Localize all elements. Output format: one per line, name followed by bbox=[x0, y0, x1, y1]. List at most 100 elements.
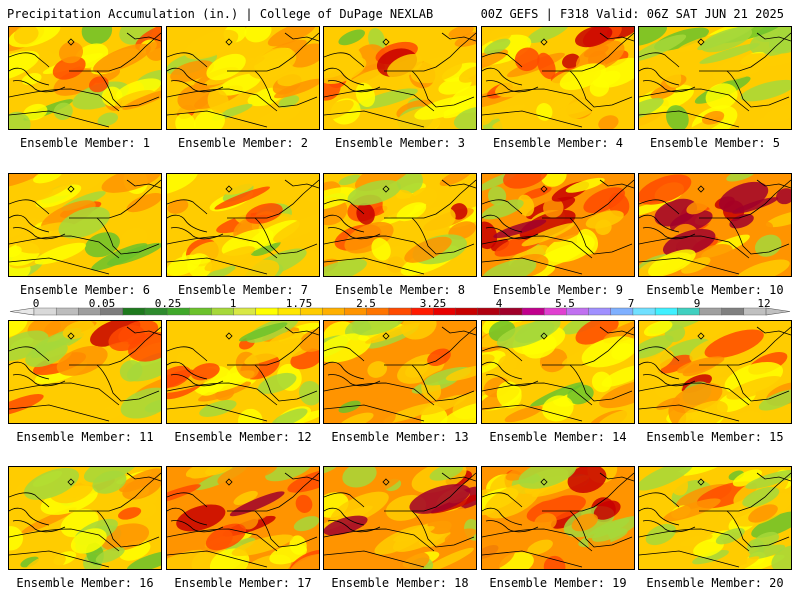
location-marker bbox=[382, 478, 390, 486]
geographic-boundary bbox=[639, 382, 750, 406]
geographic-boundary bbox=[69, 472, 161, 512]
precip-contour bbox=[287, 468, 319, 493]
ensemble-map-panel bbox=[8, 320, 162, 424]
precip-contour bbox=[238, 322, 288, 342]
precip-contour bbox=[699, 43, 760, 64]
ensemble-member-label: Ensemble Member: 7 bbox=[177, 283, 309, 297]
precip-contour bbox=[454, 30, 476, 47]
colorbar-cell bbox=[588, 307, 612, 316]
geographic-boundary bbox=[639, 199, 680, 215]
precip-contour bbox=[504, 405, 543, 423]
geographic-boundary bbox=[324, 257, 425, 275]
geographic-boundary bbox=[482, 257, 583, 275]
ensemble-map-panel bbox=[8, 173, 162, 277]
precip-contour bbox=[257, 107, 300, 126]
precip-map bbox=[324, 321, 476, 423]
precip-contour bbox=[126, 551, 161, 569]
precip-contour bbox=[549, 555, 608, 569]
precip-contour bbox=[273, 78, 319, 99]
geographic-boundary bbox=[167, 361, 208, 380]
precip-contour bbox=[576, 251, 631, 274]
geographic-boundary bbox=[726, 510, 790, 548]
precip-map bbox=[167, 174, 319, 276]
precip-contour bbox=[445, 365, 476, 381]
geographic-boundary bbox=[639, 361, 680, 380]
geographic-boundary bbox=[726, 217, 790, 255]
ensemble-member-label: Ensemble Member: 17 bbox=[174, 576, 312, 590]
geographic-boundary bbox=[12, 374, 66, 387]
geographic-boundary bbox=[642, 227, 696, 240]
precip-contour bbox=[585, 210, 624, 229]
ensemble-member-label: Ensemble Member: 6 bbox=[19, 283, 151, 297]
precip-contour bbox=[358, 471, 403, 496]
geographic-boundary bbox=[69, 32, 161, 72]
geographic-boundary bbox=[324, 67, 365, 86]
precip-contour bbox=[755, 27, 791, 43]
precip-map bbox=[482, 27, 634, 129]
precip-contour bbox=[519, 210, 576, 240]
geographic-boundary bbox=[599, 326, 634, 336]
geographic-boundary bbox=[12, 227, 66, 240]
geographic-boundary bbox=[482, 382, 593, 406]
location-marker bbox=[67, 478, 75, 486]
ensemble-map-panel bbox=[638, 466, 792, 570]
precip-contour bbox=[748, 544, 786, 560]
precip-contour bbox=[167, 254, 202, 276]
precip-contour bbox=[681, 257, 711, 274]
colorbar-cell bbox=[388, 307, 412, 316]
precip-contour bbox=[233, 490, 258, 505]
geographic-boundary bbox=[482, 404, 583, 422]
ensemble-map-panel bbox=[481, 26, 635, 130]
geographic-boundary bbox=[639, 492, 680, 508]
colorbar-tick-label: 7 bbox=[627, 297, 635, 310]
colorbar-cell bbox=[455, 307, 479, 316]
ensemble-map-panel bbox=[638, 26, 792, 130]
precip-contour bbox=[120, 387, 161, 419]
geographic-boundary bbox=[327, 227, 381, 240]
precip-contour bbox=[543, 197, 564, 218]
precip-contour bbox=[93, 43, 152, 74]
geographic-boundary bbox=[9, 257, 110, 275]
geographic-boundary bbox=[324, 382, 435, 406]
precip-contour bbox=[686, 200, 709, 215]
geographic-boundary bbox=[569, 217, 633, 255]
precip-contour bbox=[9, 370, 37, 388]
precip-contour bbox=[342, 467, 377, 488]
precip-contour bbox=[492, 113, 537, 129]
precip-contour bbox=[130, 495, 158, 510]
geographic-boundary bbox=[167, 88, 278, 112]
geographic-boundary bbox=[699, 472, 791, 512]
precip-contour bbox=[355, 174, 413, 192]
geographic-boundary bbox=[324, 199, 365, 215]
precip-contour bbox=[732, 197, 779, 214]
geographic-boundary bbox=[324, 52, 365, 68]
precip-contour bbox=[765, 210, 791, 228]
geographic-boundary bbox=[9, 88, 120, 112]
geographic-boundary bbox=[167, 257, 268, 275]
precip-contour bbox=[52, 56, 86, 80]
geographic-boundary bbox=[726, 364, 790, 402]
precip-contour bbox=[167, 174, 198, 196]
precip-contour bbox=[145, 40, 161, 61]
geographic-boundary bbox=[639, 67, 680, 86]
geographic-boundary bbox=[9, 52, 50, 68]
ensemble-member-label: Ensemble Member: 9 bbox=[492, 283, 624, 297]
precip-contour bbox=[194, 109, 225, 129]
geographic-boundary bbox=[639, 550, 740, 568]
precip-contour bbox=[410, 56, 463, 84]
geographic-boundary bbox=[126, 179, 161, 189]
precip-map bbox=[324, 467, 476, 569]
precip-contour bbox=[575, 27, 613, 48]
precip-contour bbox=[34, 242, 86, 265]
location-marker bbox=[67, 38, 75, 46]
precip-contour bbox=[677, 400, 728, 423]
precip-contour bbox=[9, 330, 49, 362]
precip-contour bbox=[128, 331, 161, 362]
ensemble-member-label: Ensemble Member: 8 bbox=[334, 283, 466, 297]
colorbar-tick-label: 1 bbox=[229, 297, 237, 310]
precip-contour bbox=[299, 328, 319, 352]
precip-contour bbox=[518, 467, 577, 489]
geographic-boundary bbox=[9, 67, 50, 86]
geographic-boundary bbox=[384, 179, 476, 219]
geographic-boundary bbox=[642, 80, 696, 93]
